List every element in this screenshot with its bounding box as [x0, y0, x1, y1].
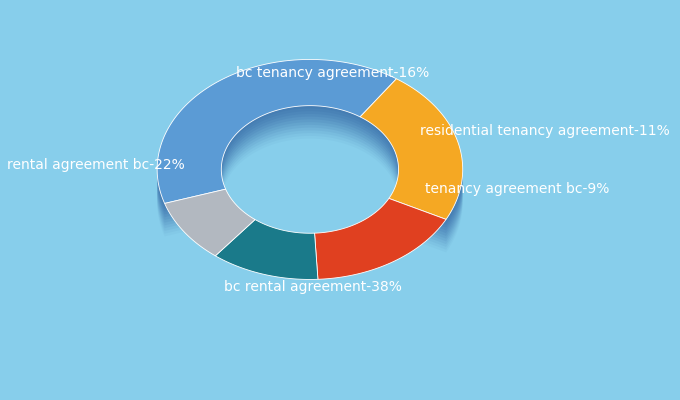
Polygon shape: [165, 189, 255, 256]
Text: tenancy agreement bc-9%: tenancy agreement bc-9%: [424, 182, 609, 196]
Polygon shape: [157, 79, 396, 223]
Polygon shape: [157, 87, 396, 231]
Polygon shape: [216, 220, 318, 280]
Polygon shape: [360, 106, 462, 247]
Polygon shape: [157, 70, 396, 214]
Polygon shape: [157, 62, 396, 206]
Polygon shape: [360, 104, 462, 244]
Text: rental agreement bc-22%: rental agreement bc-22%: [7, 158, 185, 172]
Polygon shape: [157, 60, 396, 204]
Polygon shape: [157, 73, 396, 217]
Polygon shape: [360, 87, 462, 228]
Polygon shape: [360, 92, 462, 233]
Polygon shape: [360, 84, 462, 225]
Polygon shape: [360, 98, 462, 239]
Polygon shape: [360, 82, 462, 222]
Polygon shape: [157, 84, 396, 228]
Polygon shape: [360, 101, 462, 241]
Polygon shape: [157, 65, 396, 209]
Polygon shape: [157, 82, 396, 226]
Polygon shape: [157, 76, 396, 220]
Text: residential tenancy agreement-11%: residential tenancy agreement-11%: [420, 124, 670, 138]
Text: bc tenancy agreement-16%: bc tenancy agreement-16%: [236, 66, 430, 80]
Polygon shape: [360, 109, 462, 250]
Polygon shape: [360, 90, 462, 230]
Polygon shape: [157, 68, 396, 212]
Polygon shape: [157, 90, 396, 234]
Polygon shape: [360, 95, 462, 236]
Polygon shape: [315, 198, 446, 279]
Text: bc rental agreement-38%: bc rental agreement-38%: [224, 280, 402, 294]
Polygon shape: [360, 79, 462, 219]
